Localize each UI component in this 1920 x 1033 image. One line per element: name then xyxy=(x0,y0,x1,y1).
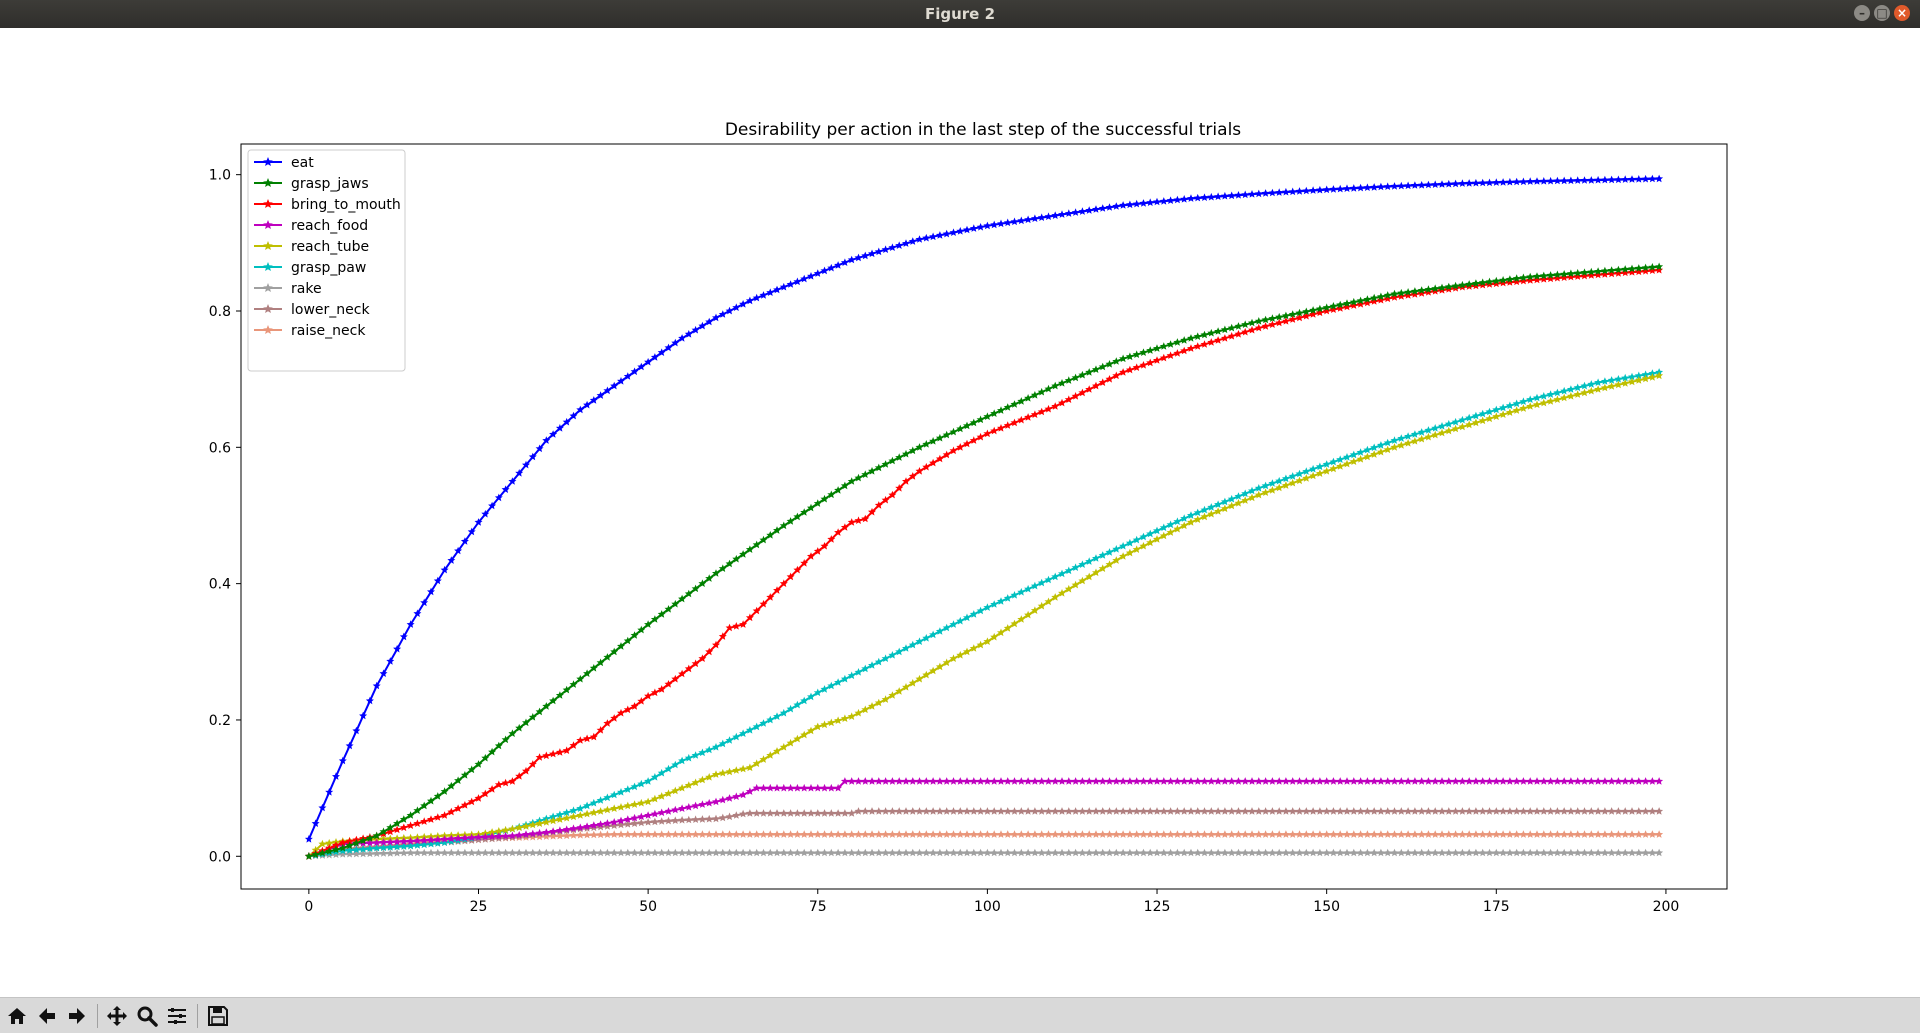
configure-subplots-button[interactable] xyxy=(164,1004,190,1028)
legend-item: grasp_jaws xyxy=(254,176,369,192)
x-tick-label: 125 xyxy=(1144,899,1171,915)
legend-item: reach_tube xyxy=(254,239,369,255)
x-tick-label: 0 xyxy=(304,899,313,915)
legend-marker-icon xyxy=(263,241,273,250)
series-reach-tube xyxy=(304,371,1664,860)
series-grasp-paw xyxy=(304,368,1664,860)
legend-marker-icon xyxy=(263,325,273,334)
series-line xyxy=(308,269,1660,858)
y-tick-label: 0.4 xyxy=(209,577,231,593)
legend-marker-icon xyxy=(263,283,273,292)
zoom-button[interactable] xyxy=(134,1004,160,1028)
series-line xyxy=(307,177,1660,840)
legend-item: rake xyxy=(254,281,322,297)
legend-item: grasp_paw xyxy=(254,260,366,276)
legend-marker-icon xyxy=(263,220,273,229)
pan-button[interactable] xyxy=(104,1004,130,1028)
legend-label: lower_neck xyxy=(291,302,370,318)
x-tick-label: 175 xyxy=(1483,899,1510,915)
legend-label: bring_to_mouth xyxy=(291,197,401,213)
legend-label: grasp_jaws xyxy=(291,176,369,192)
legend-label: eat xyxy=(291,155,314,171)
window-title: Figure 2 xyxy=(924,5,996,23)
x-tick-label: 150 xyxy=(1313,899,1340,915)
y-tick-label: 0.0 xyxy=(209,849,231,865)
series-markers xyxy=(304,174,1664,843)
window-titlebar: Figure 2 – □ × xyxy=(0,0,1920,28)
figure-canvas: Desirability per action in the last step… xyxy=(0,28,1920,997)
x-tick-label: 100 xyxy=(974,899,1001,915)
x-tick-label: 200 xyxy=(1653,899,1680,915)
series-line xyxy=(308,780,1660,858)
legend-marker-icon xyxy=(263,262,273,271)
axis-ticks: 0 25 50 75 100 125 150 175 200 0.0 0.2 0.4 0.6 0.8 1.0 xyxy=(209,168,1680,915)
series-markers xyxy=(304,777,1664,860)
legend-marker-icon xyxy=(263,304,273,313)
legend-label: reach_tube xyxy=(291,239,369,255)
series-grasp-jaws xyxy=(304,262,1664,860)
series-markers xyxy=(304,830,1664,860)
minimize-icon[interactable]: – xyxy=(1854,5,1870,21)
magnifier-icon xyxy=(137,1006,158,1027)
line-chart: Desirability per action in the last step… xyxy=(209,120,1728,915)
series-markers xyxy=(304,848,1664,860)
home-button[interactable] xyxy=(4,1004,30,1028)
series-eat xyxy=(304,174,1664,843)
x-tick-label: 75 xyxy=(809,899,827,915)
y-tick-label: 0.8 xyxy=(209,304,231,320)
y-tick-label: 0.2 xyxy=(209,713,231,729)
window-controls: – □ × xyxy=(1854,5,1910,21)
series-rake xyxy=(304,848,1664,860)
home-icon xyxy=(8,1008,26,1024)
legend-item: raise_neck xyxy=(254,323,366,339)
series-markers xyxy=(304,368,1664,860)
toolbar-separator xyxy=(97,1004,98,1028)
back-button[interactable] xyxy=(34,1004,60,1028)
series-layer xyxy=(304,174,1664,860)
legend-box xyxy=(247,149,406,372)
series-line xyxy=(308,265,1660,858)
legend: eat grasp_jaws bring_to_mouth reach_foodrea… xyxy=(247,149,406,372)
legend-item: bring_to_mouth xyxy=(254,197,401,213)
legend-item: lower_neck xyxy=(254,302,370,318)
legend-label: rake xyxy=(291,281,322,297)
legend-marker-icon xyxy=(263,178,273,187)
plot-area-frame xyxy=(240,143,1728,890)
legend-label: raise_neck xyxy=(291,323,366,339)
y-tick-label: 1.0 xyxy=(209,168,231,184)
arrow-left-icon xyxy=(39,1008,55,1024)
legend-marker-icon xyxy=(263,199,273,208)
series-markers xyxy=(304,265,1664,860)
series-markers xyxy=(304,371,1664,860)
save-button[interactable] xyxy=(205,1004,231,1028)
legend-item: reach_food xyxy=(254,218,368,234)
series-line xyxy=(308,374,1660,858)
x-tick-label: 50 xyxy=(639,899,657,915)
forward-button[interactable] xyxy=(64,1004,90,1028)
maximize-icon[interactable]: □ xyxy=(1874,5,1890,21)
legend-item: eat xyxy=(254,155,314,171)
legend-label: grasp_paw xyxy=(291,260,366,276)
series-raise-neck xyxy=(304,830,1664,860)
legend-label: reach_food xyxy=(291,218,368,234)
y-tick-label: 0.6 xyxy=(209,440,231,456)
x-tick-label: 25 xyxy=(470,899,488,915)
navigation-toolbar xyxy=(0,997,1920,1033)
series-reach-food xyxy=(304,777,1664,860)
series-bring-to-mouth xyxy=(304,265,1664,860)
arrow-right-icon xyxy=(69,1008,85,1024)
series-markers xyxy=(304,262,1664,860)
legend-marker-icon xyxy=(263,157,273,166)
toolbar-separator xyxy=(197,1004,198,1028)
sliders-icon xyxy=(168,1008,186,1024)
close-icon[interactable]: × xyxy=(1894,5,1910,21)
move-icon xyxy=(107,1006,127,1026)
floppy-disk-icon xyxy=(208,1006,228,1026)
chart-title: Desirability per action in the last step… xyxy=(725,120,1241,140)
